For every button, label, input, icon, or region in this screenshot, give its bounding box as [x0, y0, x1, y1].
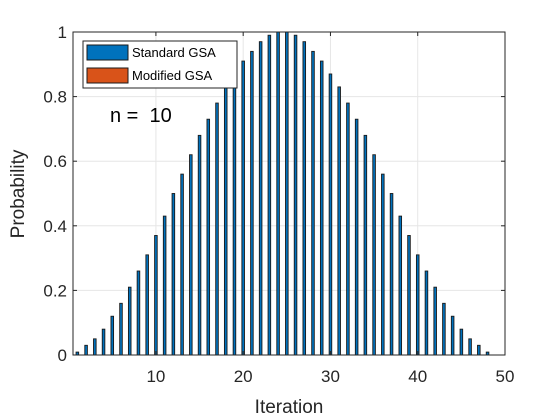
- legend-swatch-modified: [87, 68, 128, 83]
- legend-label-modified: Modified GSA: [132, 68, 213, 83]
- legend: Standard GSA Modified GSA: [83, 41, 237, 88]
- bar-standard-gsa: [190, 155, 193, 355]
- x-tick-label: 40: [408, 367, 427, 386]
- bar-standard-gsa: [224, 87, 227, 355]
- bar-standard-gsa: [137, 271, 140, 355]
- bar-standard-gsa: [94, 339, 97, 355]
- bar-standard-gsa: [347, 103, 350, 355]
- y-tick-label: 1: [58, 23, 67, 42]
- bar-standard-gsa: [233, 74, 236, 355]
- x-tick-label: 20: [234, 367, 253, 386]
- x-axis-label: Iteration: [255, 397, 324, 418]
- y-tick-label: 0.8: [43, 88, 67, 107]
- bar-standard-gsa: [155, 235, 158, 355]
- bar-standard-gsa: [382, 174, 385, 355]
- bar-standard-gsa: [443, 303, 446, 355]
- bar-standard-gsa: [416, 255, 419, 355]
- y-axis-label: Probability: [8, 149, 29, 238]
- bar-standard-gsa: [460, 329, 463, 355]
- bar-standard-gsa: [469, 339, 472, 355]
- bar-standard-gsa: [181, 174, 184, 355]
- bar-standard-gsa: [111, 316, 114, 355]
- bar-standard-gsa: [251, 51, 254, 355]
- bar-standard-gsa: [355, 119, 358, 355]
- bar-standard-gsa: [329, 74, 332, 355]
- bar-standard-gsa: [128, 287, 131, 355]
- bar-standard-gsa: [198, 135, 201, 355]
- bar-standard-gsa: [102, 329, 105, 355]
- bar-standard-gsa: [242, 61, 245, 355]
- bar-standard-gsa: [312, 51, 315, 355]
- bar-standard-gsa: [146, 255, 149, 355]
- bar-standard-gsa: [399, 216, 402, 355]
- bar-standard-gsa: [338, 87, 341, 355]
- y-tick-label: 0.6: [43, 152, 67, 171]
- legend-swatch-standard: [87, 45, 128, 60]
- bar-standard-gsa: [294, 35, 297, 355]
- bar-standard-gsa: [286, 32, 289, 355]
- bar-standard-gsa: [434, 287, 437, 355]
- bar-standard-gsa: [303, 42, 306, 355]
- bar-standard-gsa: [478, 345, 481, 355]
- bar-standard-gsa: [120, 303, 123, 355]
- bar-standard-gsa: [390, 194, 393, 356]
- bar-standard-gsa: [373, 155, 376, 355]
- bar-standard-gsa: [425, 271, 428, 355]
- bar-standard-gsa: [216, 103, 219, 355]
- x-tick-label: 50: [496, 367, 515, 386]
- bar-standard-gsa: [163, 216, 166, 355]
- bar-standard-gsa: [320, 61, 323, 355]
- y-tick-label: 0.2: [43, 281, 67, 300]
- bar-standard-gsa: [207, 119, 210, 355]
- bar-standard-gsa: [451, 316, 454, 355]
- legend-label-standard: Standard GSA: [132, 45, 216, 60]
- annotation-n: n = 10: [110, 105, 172, 127]
- bar-standard-gsa: [172, 194, 175, 356]
- y-tick-label: 0.4: [43, 217, 67, 236]
- x-tick-label: 10: [146, 367, 165, 386]
- bar-standard-gsa: [259, 42, 262, 355]
- bar-standard-gsa: [268, 35, 271, 355]
- bar-standard-gsa: [85, 345, 88, 355]
- bar-standard-gsa: [408, 235, 411, 355]
- bar-standard-gsa: [277, 32, 280, 355]
- y-tick-label: 0: [58, 346, 67, 365]
- bar-standard-gsa: [364, 135, 367, 355]
- x-tick-label: 30: [321, 367, 340, 386]
